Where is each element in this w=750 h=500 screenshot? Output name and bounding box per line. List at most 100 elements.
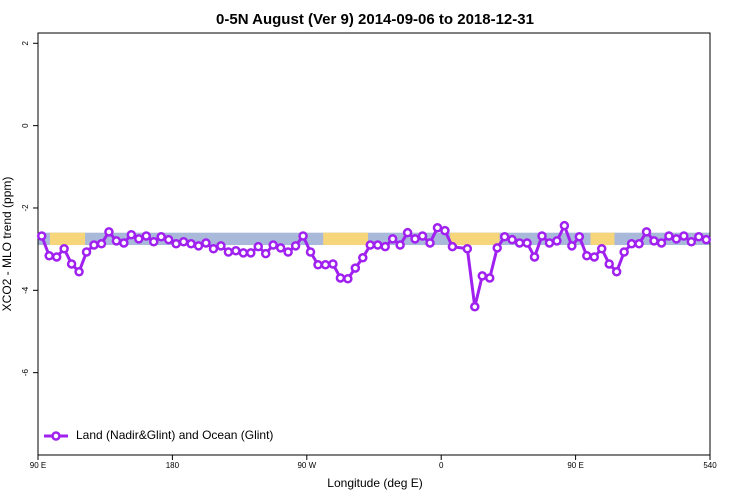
data-point [193, 241, 204, 251]
data-point [201, 238, 211, 248]
data-point [574, 232, 585, 242]
y-tick-label: -2 [21, 204, 30, 212]
y-tick-label: -6 [21, 369, 30, 377]
data-point [89, 240, 99, 250]
data-point [313, 260, 323, 270]
data-point [552, 236, 562, 246]
x-tick-label: 90 E [567, 461, 583, 470]
x-tick-label: 180 [166, 461, 180, 470]
data-point [119, 238, 129, 248]
data-point [425, 238, 435, 248]
x-tick-label: 0 [439, 461, 444, 470]
data-point [171, 239, 181, 249]
data-point [51, 252, 62, 262]
data-point [649, 236, 659, 246]
data-point [134, 234, 144, 244]
data-point [231, 246, 241, 256]
data-point [582, 250, 592, 261]
data-point [290, 241, 301, 251]
data-point [283, 247, 293, 257]
data-point [529, 252, 540, 262]
legend-label: Land (Nadir&Glint) and Ocean (Glint) [76, 428, 273, 442]
y-tick-label: -4 [21, 286, 30, 294]
data-point [372, 240, 383, 250]
data-point [268, 240, 278, 250]
data-point [701, 234, 712, 245]
data-point [328, 259, 338, 269]
data-point [305, 247, 316, 257]
data-point [499, 232, 510, 242]
data-point [686, 236, 697, 247]
x-axis-label: Longitude (deg E) [327, 476, 422, 490]
data-point [74, 267, 84, 277]
data-point [402, 227, 413, 238]
data-point [462, 243, 473, 254]
y-tick-label: 0 [21, 123, 30, 128]
data-point [320, 260, 331, 270]
data-point [492, 243, 502, 253]
band-segment [450, 232, 500, 246]
data-point [335, 273, 346, 283]
data-point [66, 259, 77, 269]
data-point [656, 238, 667, 248]
x-tick-label: 540 [703, 461, 717, 470]
data-point [596, 243, 607, 254]
data-point [148, 236, 159, 247]
data-point [447, 241, 458, 252]
data-point [544, 238, 555, 248]
band-segment [49, 232, 86, 246]
data-point [559, 220, 570, 231]
data-point [358, 253, 368, 263]
data-point [432, 222, 443, 233]
data-point [163, 234, 174, 245]
data-point [387, 234, 398, 244]
data-point [44, 250, 54, 261]
data-point [208, 243, 219, 254]
data-point [298, 231, 308, 241]
data-point [111, 236, 122, 246]
data-point [343, 274, 353, 284]
data-point [694, 232, 704, 242]
data-point [104, 227, 114, 237]
data-point [567, 241, 577, 251]
data-point [395, 240, 405, 250]
data-point [514, 238, 525, 248]
data-point [679, 231, 689, 241]
y-tick-label: 2 [21, 41, 30, 46]
band-segment [590, 232, 615, 246]
data-point [664, 231, 674, 241]
data-point [178, 236, 189, 247]
x-tick-label: 90 E [30, 461, 46, 470]
data-point [634, 239, 644, 249]
data-point [619, 247, 629, 257]
data-point [246, 248, 256, 258]
data-point [141, 231, 152, 241]
data-point [626, 239, 637, 249]
data-point [96, 239, 107, 249]
data-point [604, 259, 614, 269]
data-point [36, 231, 47, 241]
band-segment [323, 232, 369, 246]
data-point [507, 234, 517, 245]
data-point [260, 248, 271, 259]
plot-frame [37, 32, 711, 456]
chart-title: 0-5N August (Ver 9) 2014-09-06 to 2018-1… [216, 11, 534, 28]
y-axis-label: XCO2 - MLO trend (ppm) [0, 177, 14, 312]
legend-marker [51, 431, 61, 441]
data-point [522, 238, 532, 248]
data-point [365, 240, 376, 250]
data-point [484, 273, 495, 283]
x-tick-label: 90 W [297, 461, 316, 470]
data-point [410, 234, 420, 244]
data-point [380, 241, 390, 252]
data-point [641, 227, 652, 237]
data-point [477, 271, 488, 281]
data-point [223, 247, 234, 257]
data-point [671, 234, 682, 244]
data-point [238, 248, 249, 258]
data-point [589, 252, 600, 262]
data-point [350, 263, 361, 273]
data-point [59, 243, 69, 254]
data-point [537, 231, 547, 241]
data-point [440, 225, 450, 236]
